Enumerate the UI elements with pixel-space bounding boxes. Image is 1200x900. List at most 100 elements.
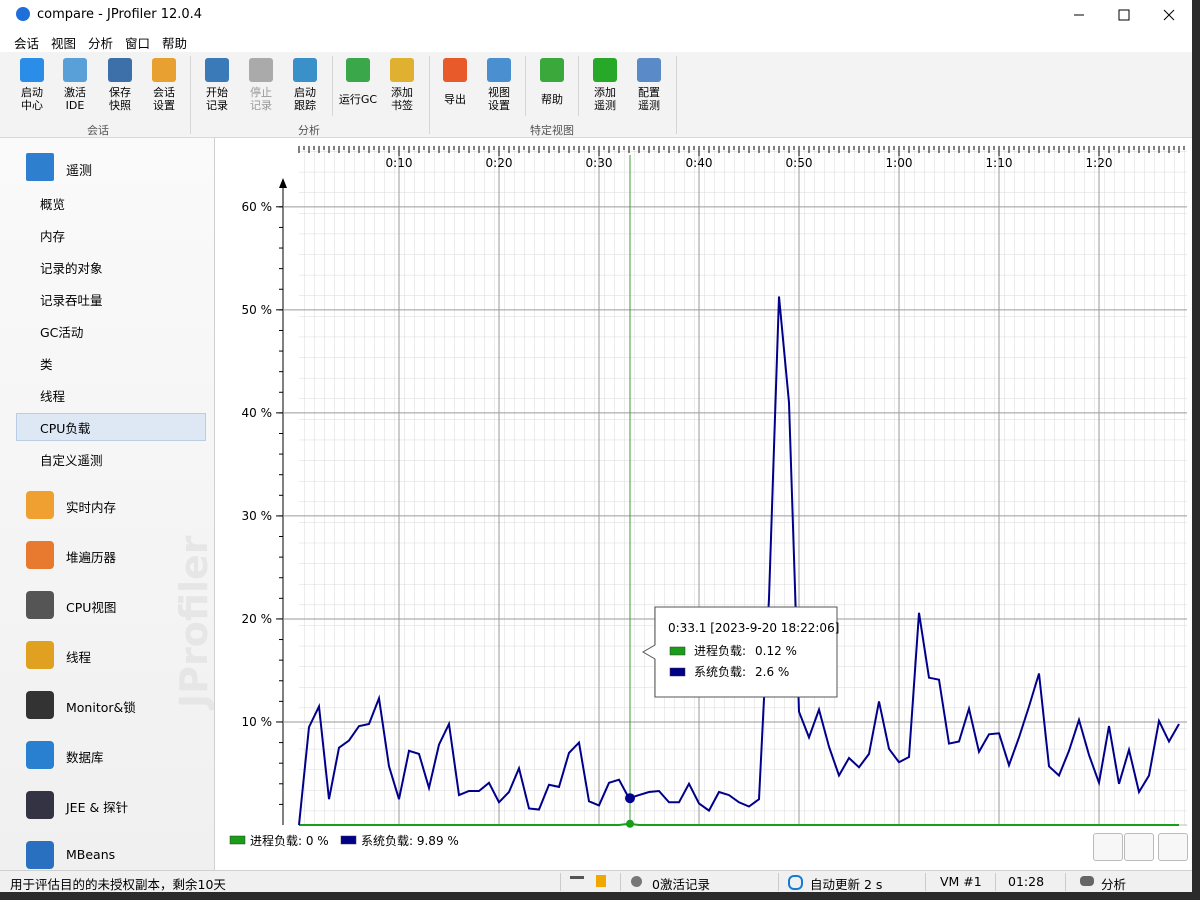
x-tick-label: 0:20 — [486, 156, 513, 170]
module-icon — [26, 791, 54, 819]
section-header[interactable]: 遥测 — [66, 164, 93, 179]
button-icon — [346, 58, 370, 82]
cursor-point — [626, 819, 634, 828]
menu-item[interactable]: 分析 — [88, 36, 114, 51]
zoom-out[interactable] — [1124, 833, 1154, 861]
separator — [332, 56, 333, 116]
menu-item[interactable]: 帮助 — [162, 36, 188, 51]
zoom-in[interactable] — [1093, 833, 1123, 861]
x-tick-label: 1:20 — [1086, 156, 1113, 170]
module[interactable]: 实时内存 — [66, 500, 117, 515]
button-icon — [637, 58, 661, 82]
flag-icon[interactable] — [596, 875, 606, 887]
toolbar-button[interactable]: 启动 中心 — [10, 58, 54, 112]
module[interactable]: Monitor&锁 — [66, 700, 136, 715]
legend-swatch — [229, 835, 246, 845]
menu-item[interactable]: 视图 — [51, 36, 77, 51]
fit-view[interactable] — [1158, 833, 1188, 861]
refresh-icon[interactable] — [788, 875, 803, 890]
vm: VM #1 — [940, 874, 982, 889]
nav-item[interactable]: 记录的对象 — [40, 261, 103, 276]
toolbar-button[interactable]: 视图 设置 — [477, 58, 521, 112]
window-controls[interactable] — [1060, 0, 1192, 30]
legend-swatch — [340, 835, 357, 845]
module-icon — [26, 841, 54, 869]
menu-item[interactable]: 窗口 — [125, 36, 151, 51]
module[interactable]: 数据库 — [66, 750, 104, 765]
module[interactable]: MBeans — [66, 847, 116, 862]
toolbar-button[interactable]: 导出 — [433, 58, 477, 106]
y-axis-arrow — [279, 178, 287, 188]
toolbar-button[interactable]: 添加 遥测 — [583, 58, 627, 112]
module-icon — [26, 741, 54, 769]
button-label: 导出 — [444, 93, 466, 106]
tooltip-box — [642, 606, 838, 698]
button-label: 帮助 — [541, 93, 563, 106]
status-message: 用于评估目的的未授权副本，剩余10天 — [10, 877, 226, 892]
nav-item[interactable]: 内存 — [40, 229, 66, 244]
toolbar-button[interactable]: 添加 书签 — [380, 58, 424, 112]
divider — [620, 873, 621, 891]
divider — [925, 873, 926, 891]
close[interactable] — [1163, 9, 1175, 21]
module-icon — [26, 591, 54, 619]
button-label: 停止 — [250, 86, 272, 99]
button-label: 添加 — [594, 86, 616, 99]
toolbar-button[interactable]: 会话 设置 — [142, 58, 186, 112]
group-label: 特定视图 — [530, 124, 574, 137]
menu-item[interactable]: 会话 — [14, 36, 40, 51]
legend-label: 进程负载: 0 % — [250, 833, 329, 848]
button-label: 启动 — [21, 86, 43, 99]
pin-icon[interactable] — [570, 876, 584, 889]
refresh-rate[interactable]: 自动更新 2 s — [810, 877, 883, 892]
button-label: 视图 — [488, 86, 510, 99]
toolbar-button[interactable]: 激活 IDE — [53, 58, 97, 112]
y-tick-label: 60 % — [242, 200, 273, 214]
maximize[interactable] — [1118, 9, 1130, 21]
button-label: 开始 — [206, 86, 228, 99]
toolbar-button[interactable]: 帮助 — [530, 58, 574, 106]
nav-item[interactable]: 类 — [40, 357, 53, 372]
toolbar-button[interactable]: 运行GC — [336, 58, 380, 106]
title-bar: compare - JProfiler 12.0.4 — [0, 0, 1192, 30]
divider — [778, 873, 779, 891]
y-tick-label: 50 % — [242, 303, 273, 317]
nav-item[interactable]: 自定义遥测 — [40, 453, 103, 468]
nav-item[interactable]: CPU负载 — [40, 421, 91, 436]
button-label: 激活 — [64, 86, 86, 99]
x-tick-label: 0:50 — [786, 156, 813, 170]
button-icon — [152, 58, 176, 82]
mode: 分析 — [1101, 877, 1127, 892]
module-icon — [26, 641, 54, 669]
button-icon — [540, 58, 564, 82]
separator — [190, 56, 191, 134]
button-icon — [593, 58, 617, 82]
nav-item[interactable]: 记录吞吐量 — [40, 293, 103, 308]
module-icon — [26, 491, 54, 519]
module[interactable]: CPU视图 — [66, 600, 117, 615]
y-tick-label: 30 % — [242, 509, 273, 523]
divider — [1065, 873, 1066, 891]
app-icon — [16, 7, 30, 21]
button-label: 保存 — [109, 86, 131, 99]
toolbar-button[interactable]: 配置 遥测 — [627, 58, 671, 112]
module[interactable]: JEE & 探针 — [66, 800, 129, 815]
toolbar-button[interactable]: 启动 跟踪 — [283, 58, 327, 112]
module[interactable]: 线程 — [66, 650, 92, 665]
toolbar-button[interactable]: 开始 记录 — [195, 58, 239, 112]
chart: 0:10 0:20 0:30 0:40 0:50 1:00 1:10 1:20 10 % 20 %… — [215, 138, 1192, 870]
status-bar: 用于评估目的的未授权副本，剩余10天 0激活记录 自动更新 2 s VM #1 … — [0, 870, 1192, 892]
legend-label: 系统负载: 9.89 % — [361, 834, 459, 848]
button-icon — [205, 58, 229, 82]
nav-item[interactable]: 线程 — [40, 389, 66, 404]
nav-item[interactable]: GC活动 — [40, 325, 84, 340]
minor-grid — [299, 145, 1187, 825]
separator — [525, 56, 526, 116]
mode-icon — [1080, 876, 1094, 886]
module[interactable]: 堆遍历器 — [66, 550, 117, 565]
toolbar-button[interactable]: 保存 快照 — [98, 58, 142, 112]
x-tick-label: 1:00 — [886, 156, 913, 170]
nav-item[interactable]: 概览 — [40, 197, 66, 212]
